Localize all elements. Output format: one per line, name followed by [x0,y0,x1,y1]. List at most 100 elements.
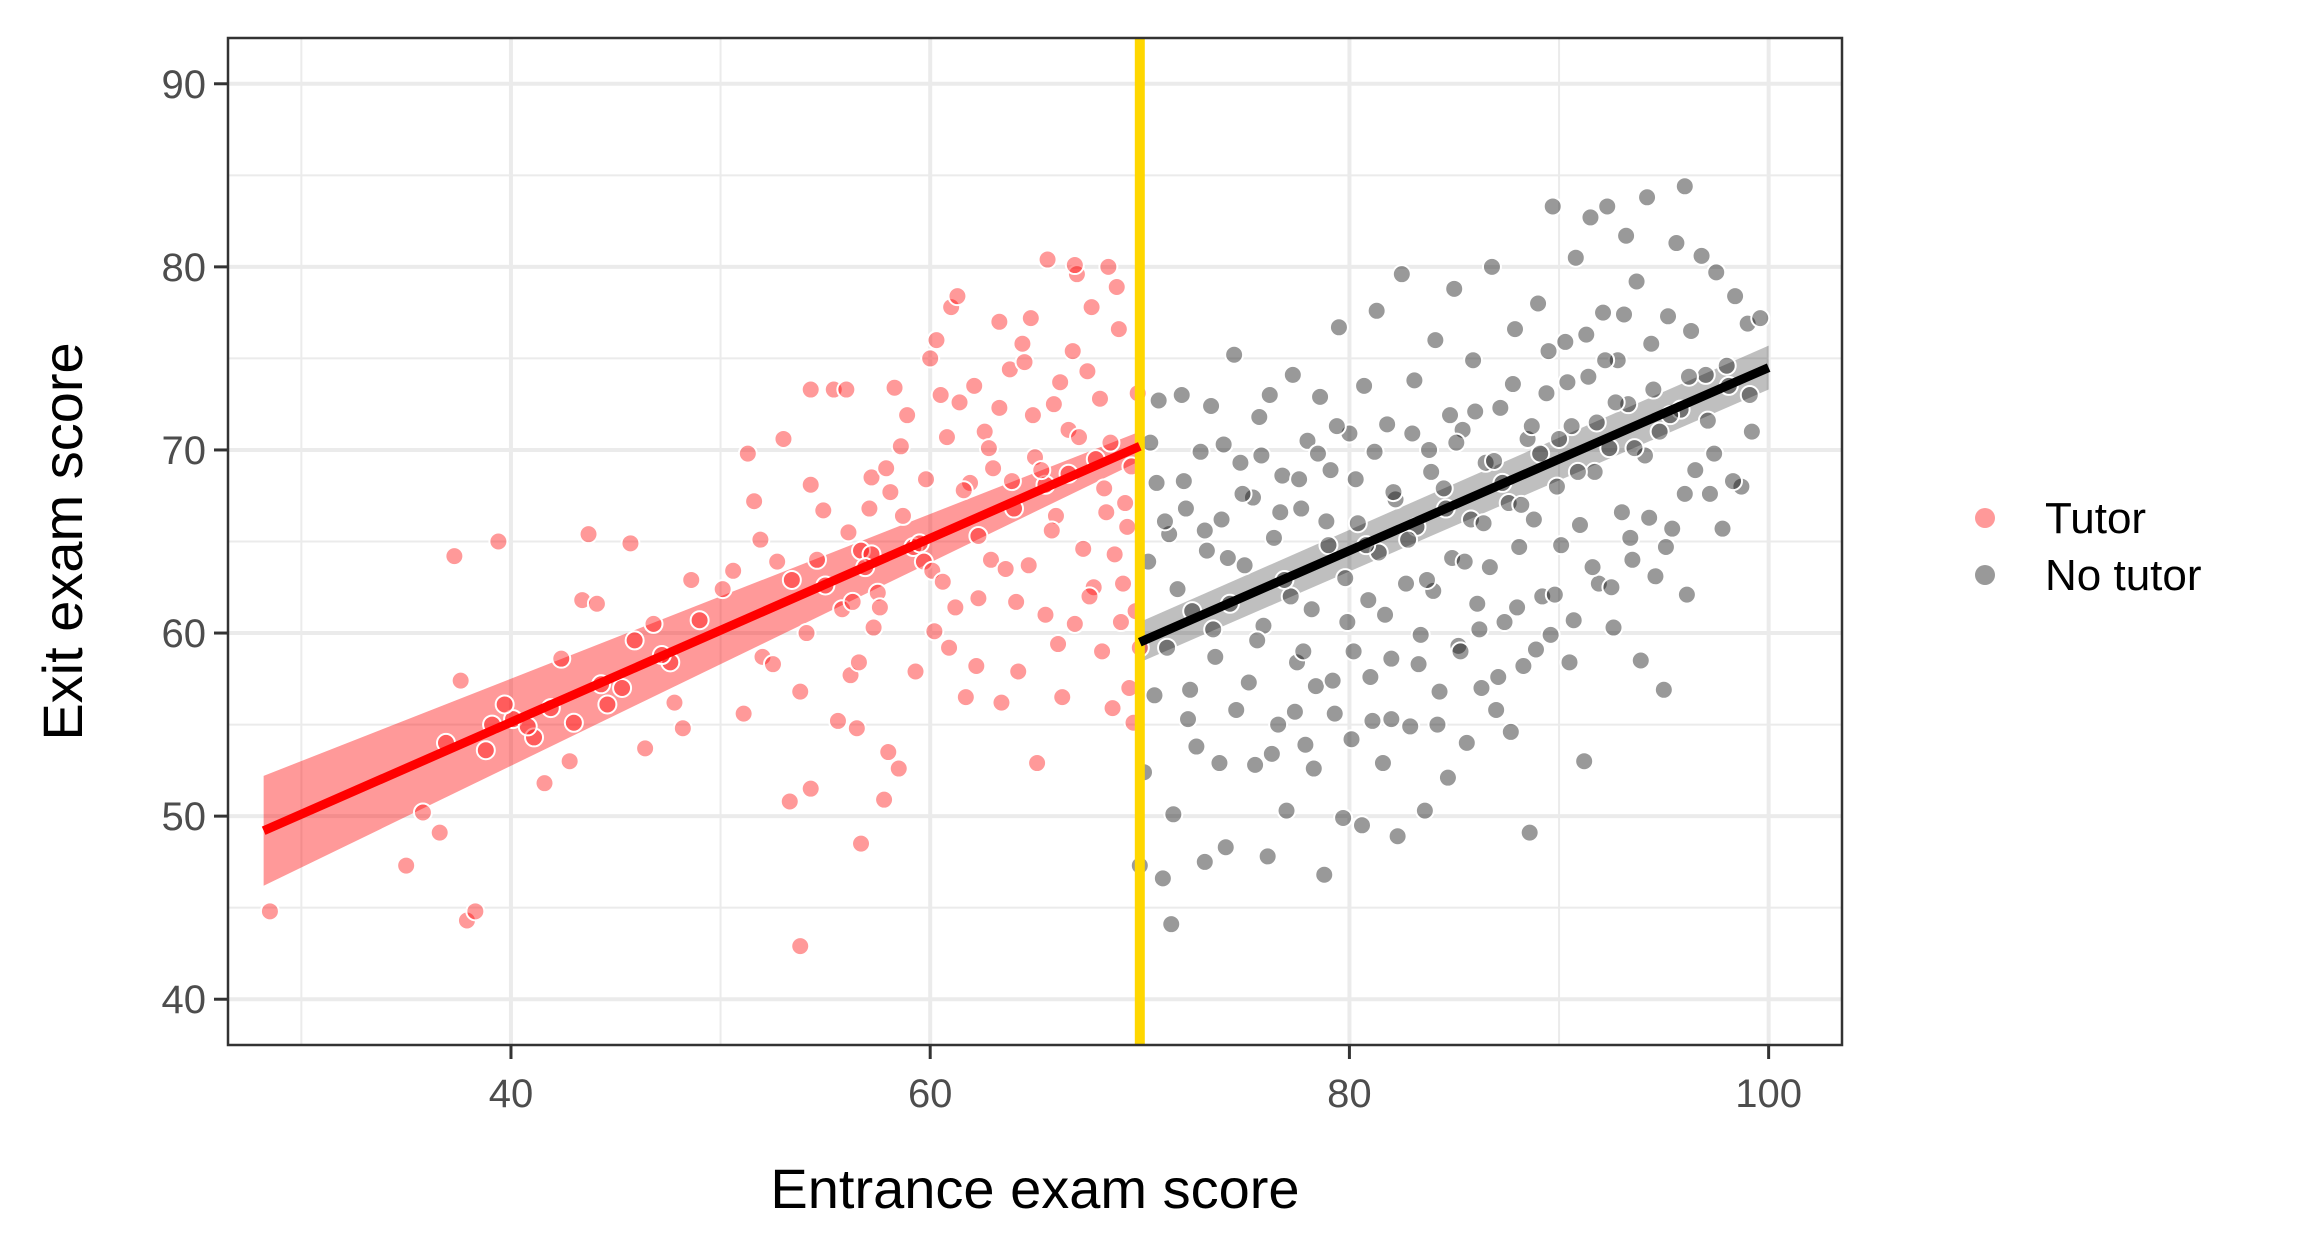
data-point [1287,652,1308,673]
data-point [1012,333,1033,354]
data-point [1175,498,1196,519]
data-point [1333,807,1354,828]
data-point [635,738,656,759]
data-point [1676,584,1697,605]
data-point [1167,579,1188,600]
data-point [1540,624,1561,645]
data-point [1569,515,1590,536]
data-point [1226,699,1247,720]
data-point [612,677,633,698]
data-point [1706,262,1727,283]
data-point [1031,460,1052,481]
data-point [737,443,758,464]
data-point [396,855,417,876]
data-point [488,531,509,552]
data-point [836,379,857,400]
data-point [1341,729,1362,750]
data-point [1113,573,1134,594]
data-point [983,458,1004,479]
data-point [681,569,702,590]
data-point [1488,666,1509,687]
data-point [1494,612,1515,633]
data-point [1484,450,1505,471]
data-point [1205,646,1226,667]
data-point [1471,677,1492,698]
data-point [444,546,465,567]
data-point [1050,372,1071,393]
data-point [936,427,957,448]
data-point [1662,518,1683,539]
data-point [1366,300,1387,321]
data-point [597,694,618,715]
data-point [926,330,947,351]
data-point [1525,639,1546,660]
data-point [1408,654,1429,675]
data-point [1513,656,1534,677]
data-point [1345,469,1366,490]
data-point [1194,520,1215,541]
data-point [790,681,811,702]
data-point [1014,352,1035,373]
legend-key [1975,565,1995,585]
data-point [1092,641,1113,662]
data-point [1674,483,1695,504]
data-point [1152,868,1173,889]
data-point [551,648,572,669]
data-point [1094,478,1115,499]
data-point [1041,520,1062,541]
data-point [1542,196,1563,217]
data-point [1595,350,1616,371]
data-point [1565,247,1586,268]
data-point [1645,566,1666,587]
data-point [1559,652,1580,673]
data-point [1322,670,1343,691]
data-point [1351,815,1372,836]
data-point [1725,286,1746,307]
data-point [524,727,545,748]
data-point [1272,465,1293,486]
data-point [1691,245,1712,266]
data-point [1500,721,1521,742]
data-point [1180,679,1201,700]
data-point [1154,511,1175,532]
data-point [846,718,867,739]
data-point [842,591,863,612]
data-point [1593,302,1614,323]
data-point [1391,264,1412,285]
data-point [1058,419,1079,440]
data-point [1347,513,1368,534]
x-tick-label: 100 [1735,1072,1802,1116]
data-point [1280,586,1301,607]
data-point [1230,452,1251,473]
data-point [1052,687,1073,708]
data-point [1257,846,1278,867]
panel-border [226,36,1844,1047]
fit-line [261,442,1142,835]
data-point [1259,385,1280,406]
data-point [1276,800,1297,821]
data-point [1505,319,1526,340]
data-point [767,551,788,572]
data-point [1089,388,1110,409]
data-point [624,630,645,651]
data-point [1108,319,1129,340]
data-point [968,526,989,547]
data-point [1035,604,1056,625]
data-point [1502,374,1523,395]
data-point [475,740,496,761]
data-point [1685,460,1706,481]
data-point [1597,196,1618,217]
data-point [1446,432,1467,453]
data-point [890,436,911,457]
data-point [1245,754,1266,775]
data-point [744,491,765,512]
data-point [723,560,744,581]
data-point [1186,736,1207,757]
data-point [1658,306,1679,327]
data-point [1201,396,1222,417]
data-point [876,458,897,479]
data-point [1614,304,1635,325]
axes: 40 60 80 100 40 50 60 70 80 90 [162,63,1803,1116]
data-point [1251,445,1272,466]
data-point [1681,320,1702,341]
